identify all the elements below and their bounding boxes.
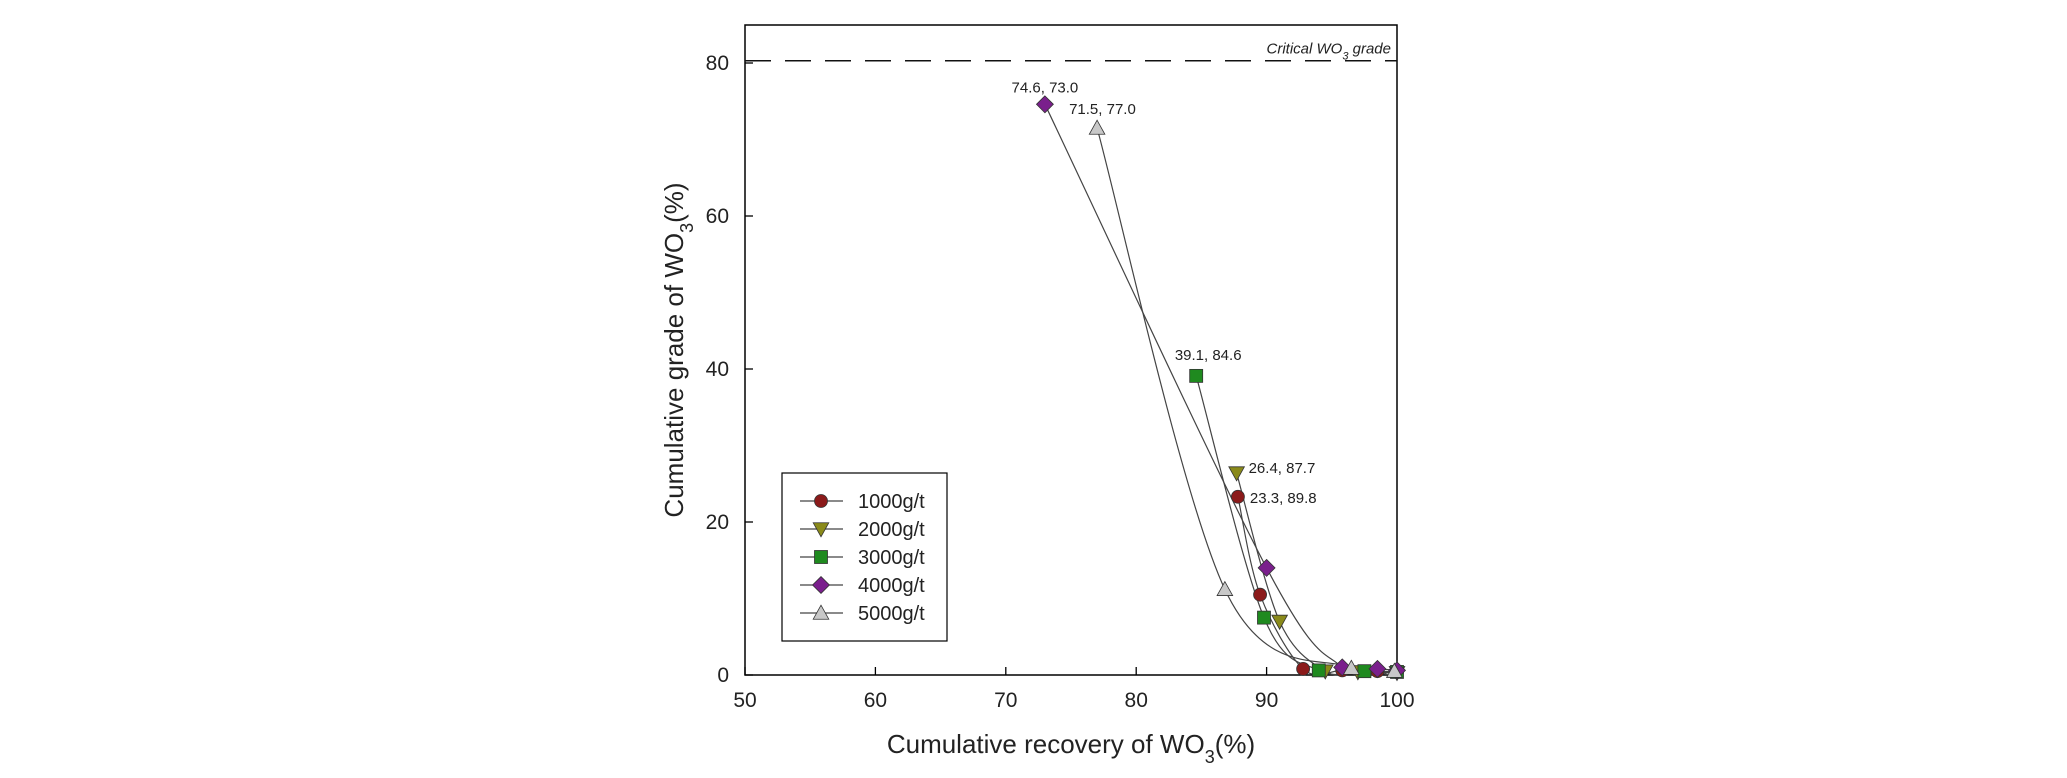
y-tick-label: 0 [717,664,729,687]
legend-label: 5000g/t [858,603,925,625]
data-point-2000g/t [1271,614,1289,631]
x-tick-label: 70 [994,689,1017,712]
y-tick-label: 80 [706,52,729,75]
critical-grade-label: Critical WO3 grade [1267,41,1392,63]
legend-marker-4000g/t [811,575,831,595]
y-tick-label: 40 [706,358,729,381]
point-annotations: 74.6, 73.0 71.5, 77.0 39.1, 84.6 26.4, 87.7… [1012,79,1317,506]
x-tick-label: 50 [733,689,756,712]
legend-label: 4000g/t [858,575,925,597]
legend-marker-2000g/t [812,522,830,538]
data-point-5000g/t [1088,119,1106,135]
data-point-3000g/t [1189,368,1204,383]
data-point-3000g/t [1311,663,1326,678]
legend-marker-5000g/t [812,604,830,620]
point-annotation: 39.1, 84.6 [1175,347,1242,364]
y-tick-label: 20 [706,511,729,534]
fit-curve-3000g/t [1195,375,1398,676]
x-axis-title: Cumulative recovery of WO3(%) [887,729,1255,767]
legend: 1000g/t 2000g/t 3000g/t 4000g/t 5000g/t [781,472,948,642]
data-point-5000g/t [1385,662,1403,678]
legend-marker-1000g/t [814,494,828,508]
data-point-5000g/t [1342,659,1360,675]
data-point-3000g/t [1257,610,1271,625]
legend-label: 3000g/t [858,547,925,569]
y-axis-title: Cumulative grade of WO3(%) [659,182,697,517]
data-point-1000g/t [1231,489,1245,504]
x-tick-label: 100 [1379,689,1414,712]
x-tick-label: 80 [1125,689,1148,712]
data-point-2000g/t [1228,466,1246,482]
point-annotation: 71.5, 77.0 [1069,101,1136,118]
data-point-4000g/t [1333,658,1352,677]
x-tick-label: 60 [864,689,887,712]
legend-label: 1000g/t [858,491,925,513]
data-markers [1035,95,1407,682]
data-point-4000g/t [1368,659,1387,678]
point-annotation: 74.6, 73.0 [1012,79,1079,96]
axis-ticks: 50 60 70 80 90 100 0 20 40 60 80 [706,52,1415,712]
x-tick-label: 90 [1255,689,1278,712]
point-annotation: 26.4, 87.7 [1249,460,1316,477]
plot-frame [744,24,1398,676]
fit-curve-5000g/t [1096,127,1395,676]
data-point-1000g/t [1296,661,1311,676]
y-tick-label: 60 [706,205,729,228]
point-annotation: 23.3, 89.8 [1250,490,1317,507]
data-point-4000g/t [1257,558,1276,577]
data-point-1000g/t [1253,587,1267,602]
data-point-4000g/t [1035,95,1054,114]
legend-marker-3000g/t [814,550,828,564]
data-point-3000g/t [1357,664,1372,679]
legend-label: 2000g/t [858,519,925,541]
data-point-5000g/t [1216,580,1234,596]
